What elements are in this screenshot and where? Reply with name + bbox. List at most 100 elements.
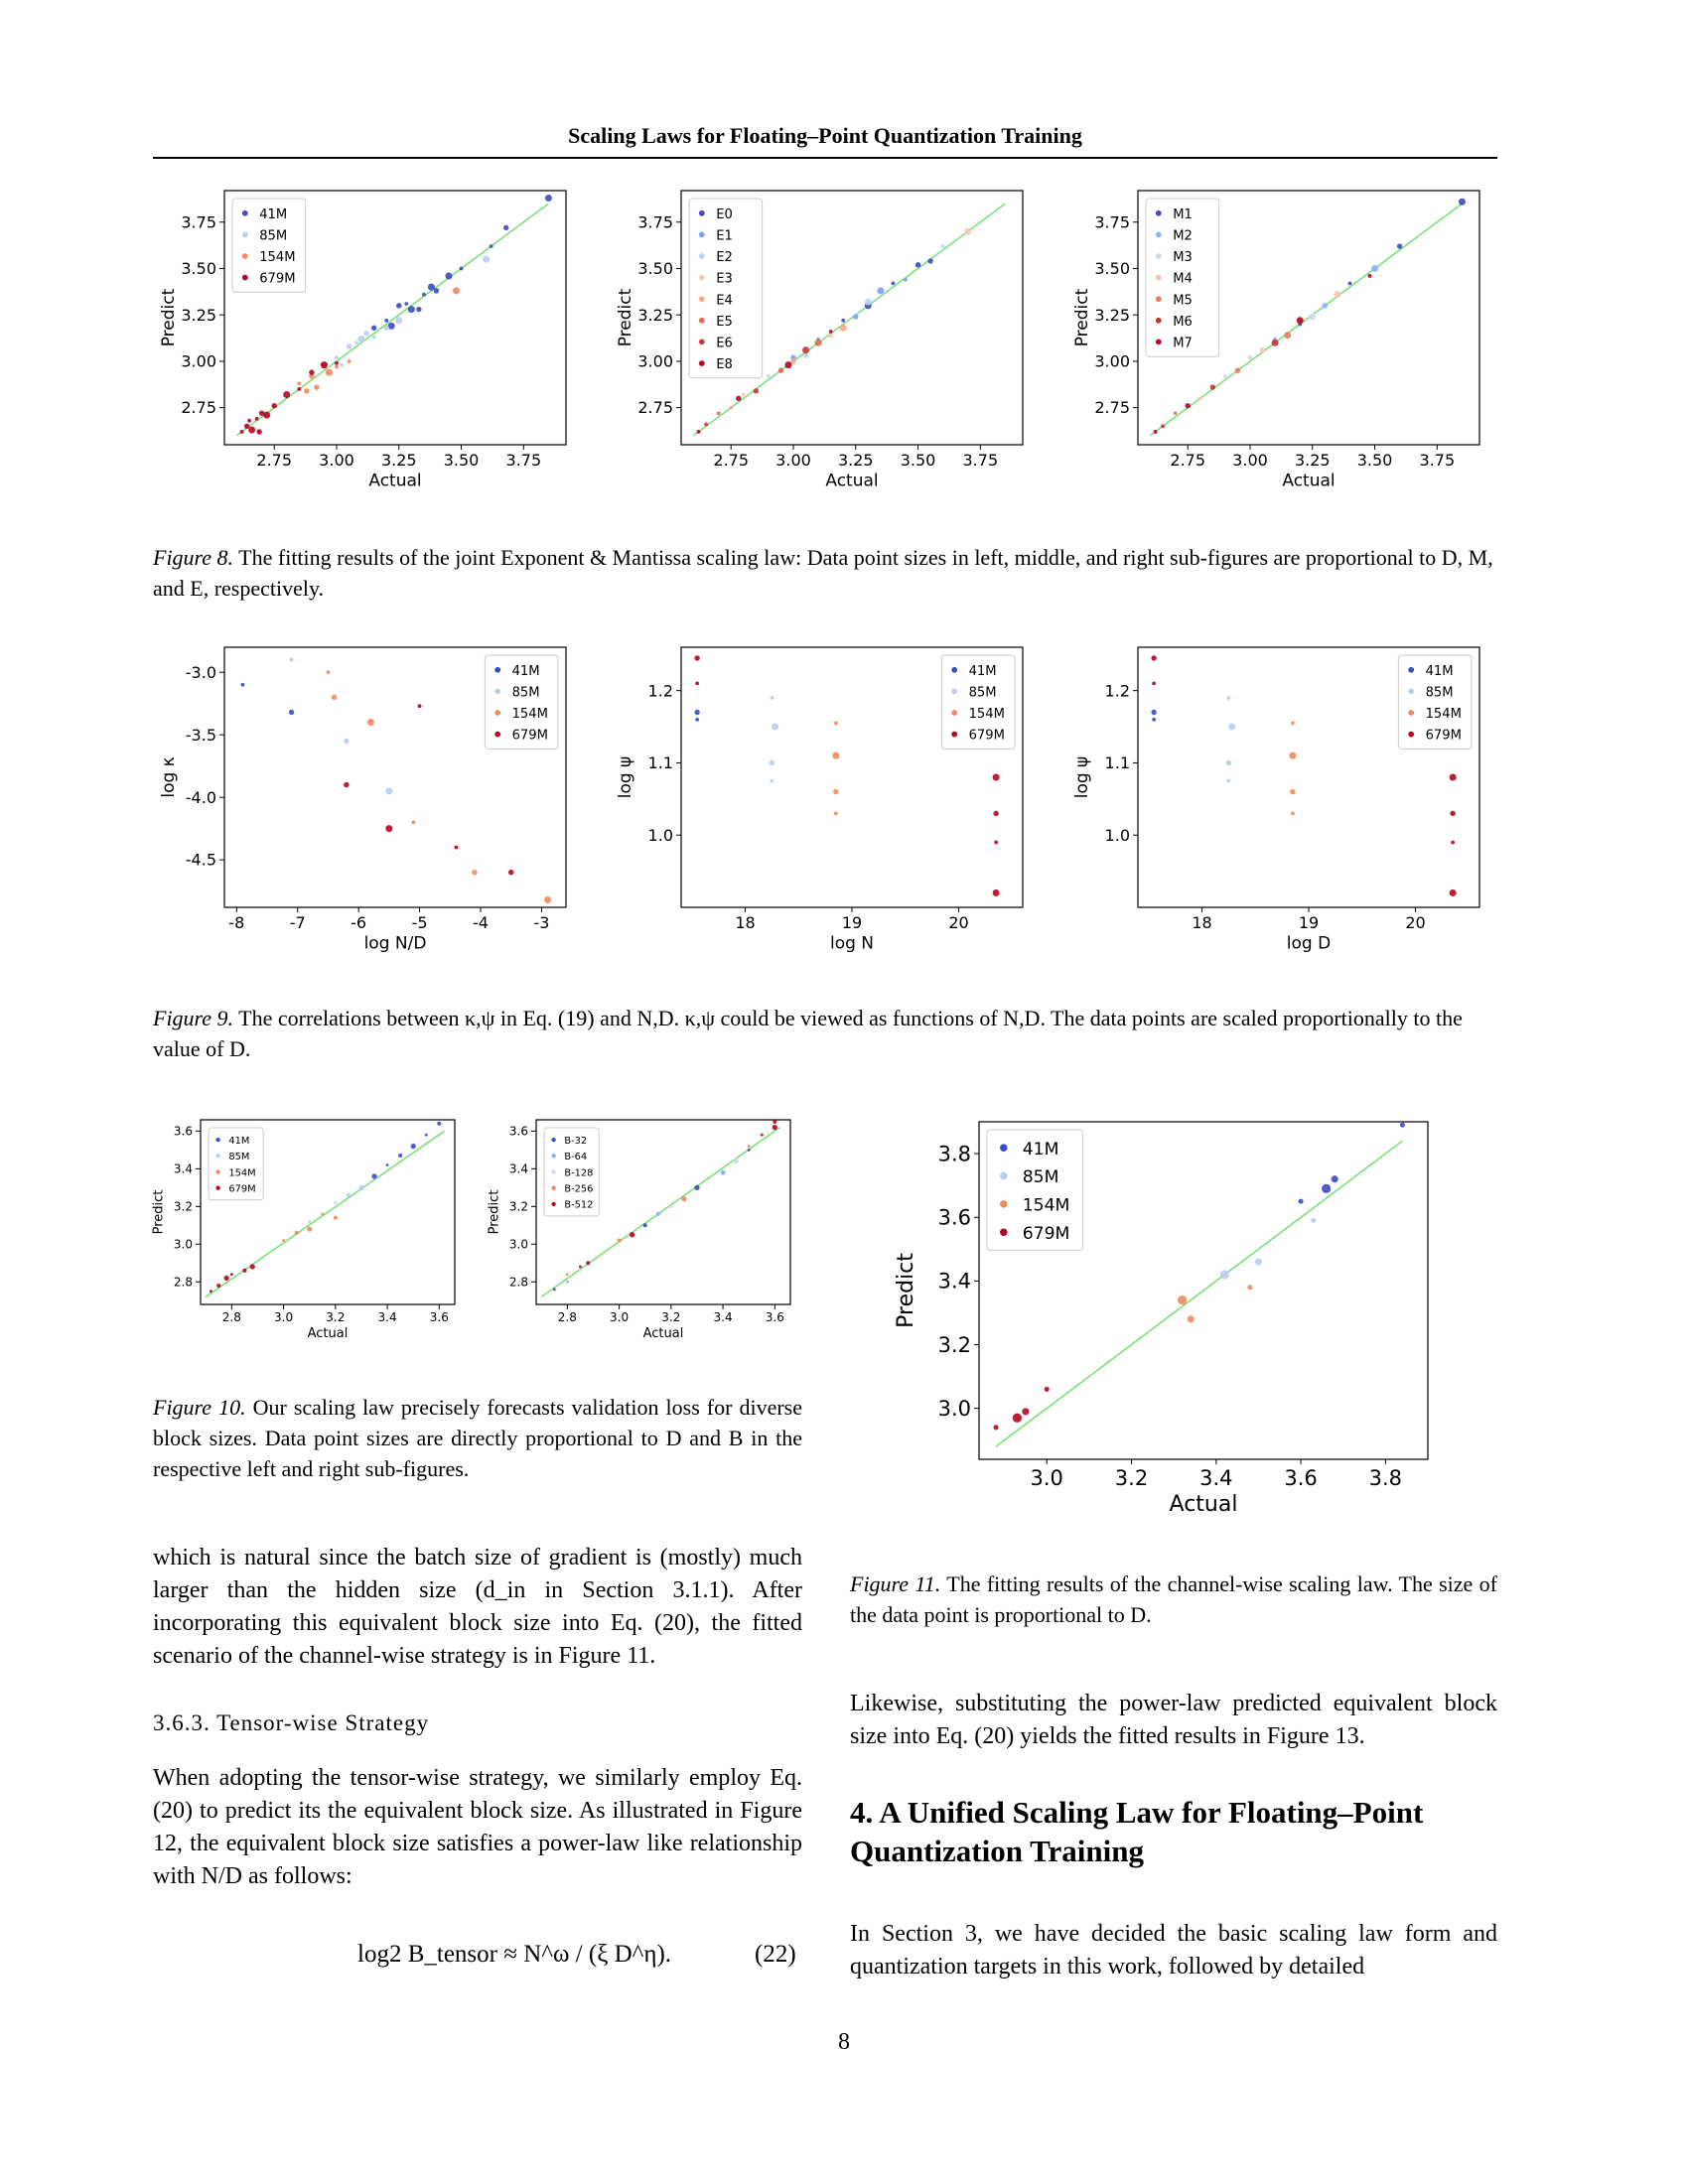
x-tick-label: 3.50	[444, 451, 480, 470]
fig8-right-svg: 2.75 3.00 3.25 3.50 3.75 2.75 3.00 3.25 3.50 3.75…	[1072, 190, 1480, 491]
legend-label: E2	[716, 250, 733, 265]
legend-label: M3	[1173, 250, 1193, 265]
data-point-E8	[696, 429, 701, 434]
data-point-154M	[472, 870, 478, 876]
data-point-B-64	[655, 1211, 660, 1216]
legend-marker	[241, 274, 248, 281]
x-tick-label: 3.00	[775, 451, 811, 470]
y-tick-label: 2.75	[1094, 398, 1130, 417]
data-point-679M	[1449, 773, 1457, 781]
x-tick-label: 19	[1299, 913, 1319, 932]
legend-box	[543, 1127, 600, 1217]
figure-8-left-chart: 2.75 3.00 3.25 3.50 3.75 2.75 3.00 3.25 3.50 3.75…	[155, 185, 572, 491]
y-tick-label: 3.4	[174, 1162, 193, 1176]
data-point-679M	[297, 387, 302, 391]
x-tick-label: 3.6	[430, 1310, 449, 1324]
legend-marker	[1408, 710, 1415, 716]
figure-8-label: Figure 8.	[153, 545, 234, 570]
data-point-41M	[433, 288, 440, 294]
x-tick-label: 20	[948, 913, 968, 932]
data-point-41M	[1152, 717, 1157, 722]
data-point-M3	[1309, 313, 1317, 321]
data-point-154M	[833, 811, 838, 816]
data-point-85M	[363, 331, 369, 337]
y-tick-label: -3.5	[186, 726, 216, 745]
legend-marker	[1000, 1144, 1008, 1152]
data-point-41M	[404, 302, 409, 306]
legend-label: B-128	[564, 1167, 593, 1178]
x-tick-label: -3	[533, 913, 549, 932]
equation-number: (22)	[755, 1941, 796, 1968]
y-tick-label: 3.0	[938, 1397, 971, 1421]
data-point-E8	[784, 361, 792, 369]
legend-label: E4	[716, 293, 733, 308]
y-axis-label: Predict	[488, 1190, 502, 1235]
data-point-679M	[239, 429, 244, 434]
right-paragraph-1: Likewise, substituting the power-law pre…	[850, 1691, 1497, 1749]
x-tick-label: 3.25	[838, 451, 874, 470]
data-point-E2	[766, 373, 771, 378]
data-point-41M	[459, 266, 464, 271]
legend-marker	[494, 688, 501, 695]
legend-box	[208, 1127, 264, 1201]
y-tick-label: 2.8	[509, 1275, 528, 1289]
legend-label: 85M	[1426, 686, 1454, 701]
data-point-154M	[1187, 1315, 1195, 1323]
left-paragraph-1: which is natural since the batch size of…	[153, 1545, 802, 1669]
legend-label: 679M	[512, 729, 548, 744]
x-tick-label: -8	[228, 913, 244, 932]
legend-label: 154M	[228, 1167, 255, 1178]
legend-box	[986, 1129, 1084, 1251]
legend-marker	[215, 1137, 220, 1143]
figure-10-left-chart: 2.8 3.0 3.2 3.4 3.6 2.8 3.0 3.2 3.4 3.6 Actual Pred…	[152, 1116, 463, 1349]
fit-line	[693, 203, 1006, 437]
running-title: Scaling Laws for Floating–Point Quantiza…	[568, 123, 1082, 148]
data-point-E1	[904, 277, 908, 282]
data-point-85M	[383, 325, 389, 331]
legend-marker	[698, 360, 705, 366]
y-tick-label: 3.0	[509, 1237, 528, 1251]
figure-9-caption: Figure 9. The correlations between κ,ψ i…	[153, 1003, 1497, 1064]
y-tick-label: -4.5	[186, 851, 216, 870]
data-point-679M	[1022, 1408, 1030, 1416]
x-tick-label: 2.75	[1170, 451, 1205, 470]
data-point-85M	[1311, 1217, 1317, 1223]
x-tick-label: 2.8	[222, 1310, 241, 1324]
legend-label: 154M	[969, 707, 1005, 722]
legend-marker	[951, 731, 958, 738]
x-tick-label: 3.25	[1295, 451, 1331, 470]
x-tick-label: 3.00	[1232, 451, 1268, 470]
data-point-679M	[1152, 681, 1157, 686]
x-tick-label: 18	[735, 913, 755, 932]
legend-label: 679M	[969, 729, 1005, 744]
data-point-E6	[753, 388, 760, 394]
data-point-E4	[839, 324, 847, 332]
x-tick-label: -5	[412, 913, 428, 932]
data-point-B-512	[773, 1119, 777, 1124]
data-point-679M	[335, 360, 339, 365]
x-axis-label: log D	[1287, 934, 1331, 954]
figure-10-right-chart: 2.8 3.0 3.2 3.4 3.6 2.8 3.0 3.2 3.4 3.6 Actual Pred…	[488, 1116, 798, 1349]
y-tick-label: 3.2	[174, 1200, 193, 1214]
data-point-41M	[1322, 1183, 1332, 1193]
data-point-B-512	[630, 1232, 635, 1238]
data-point-E0	[841, 318, 846, 323]
fig10-left-svg: 2.8 3.0 3.2 3.4 3.6 2.8 3.0 3.2 3.4 3.6 Actual Pred…	[152, 1119, 456, 1341]
figure-8-caption: Figure 8. The fitting results of the joi…	[153, 542, 1497, 604]
y-tick-label: 3.4	[938, 1270, 971, 1294]
data-point-41M	[410, 1143, 416, 1150]
legend-marker	[1408, 731, 1415, 738]
data-point-85M	[346, 343, 352, 349]
data-point-85M	[346, 1192, 351, 1197]
data-point-M1	[1347, 281, 1352, 286]
figure-11-chart: 3.0 3.2 3.4 3.6 3.8 3.0 3.2 3.4 3.6 3.8 Actual Pred…	[894, 1116, 1436, 1533]
data-point-154M	[347, 358, 352, 363]
legend-label: M1	[1173, 207, 1193, 222]
left-paragraph-2: When adopting the tensor-wise strategy, …	[153, 1765, 802, 1889]
data-point-85M	[770, 696, 774, 700]
legend-marker	[1000, 1228, 1008, 1237]
y-tick-label: 3.25	[181, 306, 216, 325]
y-tick-label: 3.00	[181, 352, 216, 371]
data-point-154M	[307, 1226, 313, 1232]
x-tick-label: 19	[842, 913, 862, 932]
